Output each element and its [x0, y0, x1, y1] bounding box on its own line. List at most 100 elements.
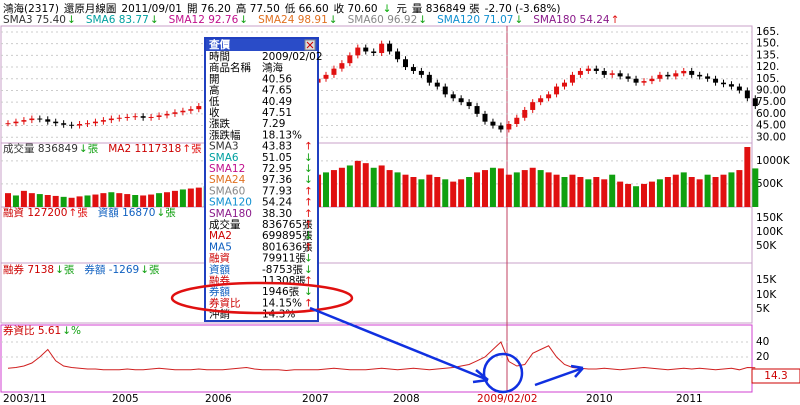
tooltip-value: 836765張 — [262, 219, 313, 231]
legend-arrow: ↓ — [418, 14, 427, 26]
candle — [665, 74, 671, 77]
candle — [705, 76, 711, 79]
y-tick-label: 105. — [756, 73, 779, 85]
volume-bar — [489, 167, 496, 207]
tooltip-arrow: ↓ — [304, 230, 313, 242]
candle — [172, 112, 178, 114]
volume-bar — [394, 172, 401, 207]
legend-label: MA2 1117318 — [108, 143, 181, 155]
candle — [466, 102, 472, 107]
volume-bar — [712, 177, 719, 207]
legend-label: SMA6 83.77 — [86, 14, 149, 26]
legend-arrow: ↓張 — [140, 264, 160, 276]
candle — [5, 123, 11, 125]
legend-arrow: ↓ — [239, 14, 248, 26]
tooltip-label: 商品名稱 — [209, 61, 251, 74]
volume-bar — [609, 174, 616, 207]
volume-bar — [641, 183, 647, 207]
tooltip-label: 資額 — [209, 263, 230, 276]
tooltip-label: 券額 — [209, 285, 230, 298]
legend-label: SMA12 92.76 — [169, 14, 239, 26]
legend-arrow: ↓ — [67, 14, 76, 26]
y-tick-label: 40 — [756, 336, 769, 348]
volume-bar — [728, 172, 735, 207]
volume-bar — [171, 190, 178, 207]
tooltip-label: SMA3 — [209, 141, 239, 153]
tooltip-value: 77.93 — [262, 185, 292, 197]
tooltip-label: SMA120 — [209, 197, 252, 209]
volume-bar — [108, 192, 115, 207]
volume-bar — [187, 188, 194, 207]
highlight-ellipse — [170, 281, 354, 315]
candle — [673, 73, 679, 77]
volume-bar — [330, 170, 337, 207]
current-value: 14.3 — [764, 370, 787, 382]
legend-arrow: ↓ — [150, 14, 159, 26]
y-tick-label: 60.00 — [756, 108, 786, 120]
candle — [116, 117, 122, 119]
tooltip-title: 查價 — [208, 38, 230, 51]
tooltip-titlebar — [206, 39, 317, 51]
tooltip-arrow: ↑ — [304, 219, 313, 231]
tooltip-label: SMA60 — [209, 185, 245, 197]
volume-bar — [195, 187, 202, 207]
tooltip-label: 漲跌 — [209, 117, 230, 130]
volume-bar — [132, 195, 139, 207]
legend-arrow: ↓ — [329, 14, 338, 26]
y-tick-label: 30.00 — [756, 131, 786, 143]
volume-bar — [680, 172, 687, 207]
volume-bar — [553, 174, 560, 207]
volume-bar — [362, 163, 369, 207]
x-tick-label: 2010 — [586, 393, 613, 405]
tooltip-value: 鴻海 — [262, 61, 283, 74]
volume-bar — [148, 194, 155, 207]
legend-label: 券資比 5.61 — [3, 324, 61, 337]
candle — [100, 120, 106, 122]
candle — [61, 123, 67, 125]
volume-bar — [513, 172, 520, 207]
volume-bar — [36, 194, 43, 207]
candle — [752, 98, 758, 107]
tooltip-value: 72.95 — [262, 163, 292, 175]
y-tick-label: 5K — [756, 303, 771, 315]
volume-bar — [466, 177, 473, 207]
volume-bar — [179, 189, 186, 207]
volume-bar — [52, 195, 59, 207]
candle — [625, 76, 631, 79]
volume-bar — [458, 179, 465, 207]
volume-bar — [346, 165, 353, 207]
candle — [69, 124, 75, 126]
volume-bar — [744, 147, 751, 207]
tooltip[interactable]: 查價 時間 2009/02/02 商品名稱 鴻海開 40.56 高 47.65 低 40.49 收… — [204, 37, 323, 322]
y-tick-label: 75.00 — [756, 96, 786, 108]
header-item: 低 66.60 — [285, 2, 329, 15]
tooltip-arrow: ↓ — [304, 152, 313, 164]
y-tick-label: 45.00 — [756, 120, 786, 132]
volume-bar — [124, 194, 131, 207]
volume-bar — [378, 165, 385, 207]
candle — [355, 47, 361, 56]
ratio-line — [7, 341, 756, 372]
candle — [490, 121, 496, 126]
volume-bar — [704, 174, 711, 207]
legend-label: SMA60 96.92 — [348, 14, 418, 26]
tooltip-label: SMA12 — [209, 163, 245, 175]
volume-bar — [529, 167, 536, 207]
tooltip-value: 43.83 — [262, 141, 292, 153]
volume-bar — [84, 195, 91, 207]
tooltip-label: MA2 — [209, 230, 232, 242]
legend-arrow: ↑張 — [182, 143, 202, 155]
y-tick-label: 20 — [756, 351, 769, 363]
header-item: 元 — [396, 3, 407, 15]
tooltip-label: 融資 — [209, 253, 230, 265]
tooltip-arrow: ↓ — [304, 264, 313, 276]
header-item: 2011/09/01 — [121, 3, 182, 15]
volume-bar — [720, 174, 727, 207]
legend-arrow: ↑ — [611, 14, 620, 26]
volume-bar — [140, 195, 147, 207]
tooltip-arrow: ↓ — [304, 163, 313, 175]
candle — [426, 74, 432, 83]
y-tick-label: 100K — [756, 226, 784, 238]
volume-bar — [617, 181, 624, 207]
volume-bar — [354, 160, 361, 207]
